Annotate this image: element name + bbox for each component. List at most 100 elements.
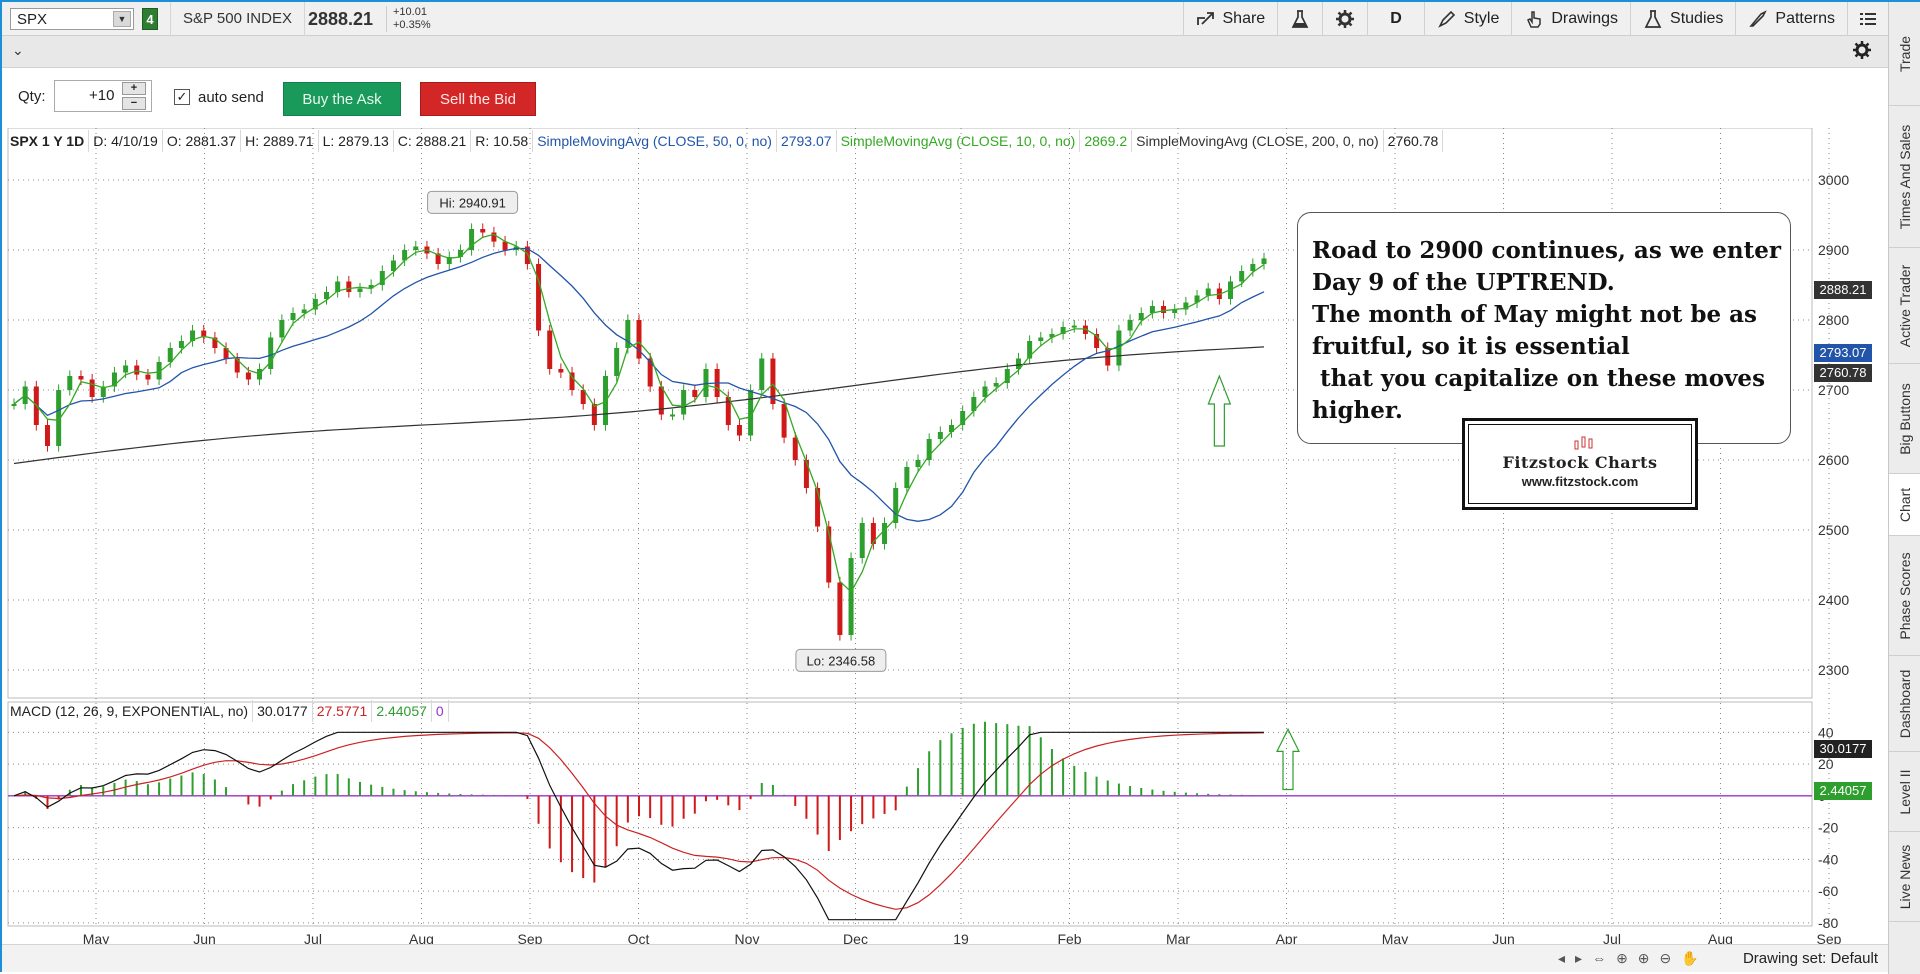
- gear-icon[interactable]: [1852, 40, 1874, 62]
- price-tick-label: 2900: [1818, 242, 1849, 258]
- candle-body: [536, 264, 542, 331]
- flask-button[interactable]: [1277, 2, 1322, 36]
- candle-body: [1027, 341, 1033, 359]
- candle-body: [89, 379, 95, 397]
- candle-body: [681, 390, 687, 415]
- drawing-set-label[interactable]: Drawing set: Default: [1742, 950, 1878, 967]
- sma200-label[interactable]: SimpleMovingAvg (CLOSE, 200, 0, no): [1132, 130, 1384, 152]
- time-tick-label: Nov: [735, 931, 760, 944]
- candle-body: [669, 414, 675, 417]
- qty-stepper[interactable]: + −: [122, 82, 148, 110]
- commentary-line: fruitful, so it is essential: [1312, 333, 1630, 360]
- tab-active-trader[interactable]: Active Trader: [1889, 248, 1920, 364]
- candle-body: [759, 358, 765, 390]
- side-tab-strip: Trade Times And Sales Active Trader Big …: [1888, 2, 1920, 974]
- sma10-value: 2869.2: [1080, 130, 1133, 152]
- pan-hand-icon[interactable]: ✋: [1681, 950, 1699, 966]
- zoom-out-icon[interactable]: ⊖: [1659, 950, 1672, 966]
- time-tick-label: Jul: [1603, 931, 1621, 944]
- high-callout-box: [427, 190, 519, 214]
- sma50-line: [13, 247, 1265, 522]
- studies-button[interactable]: Studies: [1630, 2, 1735, 36]
- candle-body: [1261, 258, 1267, 264]
- auto-send-checkbox[interactable]: ✓: [174, 89, 190, 105]
- candle-body: [123, 365, 129, 373]
- candle-body: [502, 241, 508, 250]
- symbol-description: S&P 500 INDEX: [170, 2, 305, 36]
- tab-dashboard[interactable]: Dashboard: [1889, 656, 1920, 752]
- scroll-right-icon[interactable]: ▸: [1575, 950, 1583, 966]
- candle-body: [1015, 358, 1021, 369]
- style-button[interactable]: Style: [1423, 2, 1512, 36]
- time-tick-label: May: [83, 931, 109, 944]
- diff-price-tag: 2.44057: [1814, 782, 1872, 800]
- fitzstock-logo: Fitzstock Charts www.fitzstock.com: [1462, 418, 1698, 510]
- tab-live-news[interactable]: Live News: [1889, 832, 1920, 922]
- tab-label: Trade: [1897, 35, 1913, 72]
- candle-body: [78, 376, 84, 380]
- tab-times-and-sales[interactable]: Times And Sales: [1889, 106, 1920, 248]
- sma10-label[interactable]: SimpleMovingAvg (CLOSE, 10, 0, no): [837, 130, 1081, 152]
- candle-body: [937, 432, 943, 439]
- logo-url: www.fitzstock.com: [1521, 474, 1639, 489]
- tab-big-buttons[interactable]: Big Buttons: [1889, 364, 1920, 474]
- expand-horizontal-icon[interactable]: ⇔: [1592, 950, 1607, 966]
- auto-send-label: auto send: [198, 89, 264, 106]
- tab-level-ii[interactable]: Level II: [1889, 752, 1920, 832]
- scroll-left-icon[interactable]: ◂: [1558, 950, 1566, 966]
- tab-phase-scores[interactable]: Phase Scores: [1889, 536, 1920, 656]
- crosshair-icon[interactable]: ⊕: [1616, 950, 1628, 966]
- settings-button[interactable]: [1322, 2, 1367, 36]
- chart-bottom-bar: ◂ ▸ ⇔ ⊕ ⊕ ⊖ ✋ Drawing set: Default: [2, 944, 1888, 972]
- commentary-line: that you capitalize on these moves: [1312, 365, 1766, 392]
- candle-body: [402, 250, 408, 261]
- time-tick-label: 19: [953, 931, 969, 944]
- candle-body: [1038, 337, 1044, 341]
- symbol-value: SPX: [17, 11, 48, 28]
- time-tick-label: Feb: [1057, 931, 1081, 944]
- qty-decrease-button[interactable]: −: [122, 97, 146, 110]
- share-label: Share: [1222, 10, 1266, 27]
- macd-tick-label: 20: [1818, 756, 1834, 772]
- symbol-dropdown-icon[interactable]: ▼: [113, 11, 131, 27]
- bar-low: L: 2879.13: [319, 130, 394, 152]
- time-tick-label: May: [1382, 931, 1408, 944]
- qty-increase-button[interactable]: +: [122, 82, 146, 95]
- sma50-label[interactable]: SimpleMovingAvg (CLOSE, 50, 0, no): [533, 130, 777, 152]
- patterns-button[interactable]: Patterns: [1735, 2, 1847, 36]
- buy-ask-button[interactable]: Buy the Ask: [283, 82, 401, 116]
- macd-label[interactable]: MACD (12, 26, 9, EXPONENTIAL, no): [6, 700, 254, 722]
- tab-trade[interactable]: Trade: [1889, 2, 1920, 106]
- symbol-input[interactable]: SPX ▼: [10, 8, 134, 30]
- patterns-label: Patterns: [1775, 10, 1835, 27]
- candle-body: [469, 229, 475, 250]
- link-group-badge[interactable]: 4: [142, 8, 158, 30]
- time-tick-label: Aug: [1708, 931, 1733, 944]
- time-tick-label: Sep: [518, 931, 543, 944]
- bar-range: R: 10.58: [471, 130, 534, 152]
- drawings-label: Drawings: [1551, 10, 1619, 27]
- zoom-in-icon[interactable]: ⊕: [1637, 950, 1650, 966]
- macd-diff-value: 2.44057: [372, 700, 432, 722]
- tab-chart[interactable]: Chart: [1889, 474, 1920, 536]
- macd-tick-label: 40: [1818, 724, 1834, 740]
- candle-body: [781, 404, 787, 438]
- candle-body: [815, 488, 821, 527]
- share-button[interactable]: Share: [1182, 2, 1278, 36]
- bar-open: O: 2881.37: [163, 130, 242, 152]
- time-tick-label: Jul: [304, 931, 322, 944]
- net-change: +10.01: [393, 6, 427, 18]
- chart-nav-icons: ◂ ▸ ⇔ ⊕ ⊕ ⊖ ✋: [1558, 950, 1699, 967]
- last-price-tag: 2888.21: [1814, 281, 1872, 299]
- candle-body: [915, 460, 921, 467]
- drawings-button[interactable]: Drawings: [1511, 2, 1630, 36]
- price-tick-label: 2300: [1818, 662, 1849, 678]
- chevron-down-icon[interactable]: ⌄: [12, 42, 24, 58]
- candle-body: [569, 372, 575, 390]
- macd-tick-label: -20: [1818, 820, 1838, 836]
- sell-bid-button[interactable]: Sell the Bid: [420, 82, 536, 116]
- timeframe-button[interactable]: D: [1367, 2, 1424, 36]
- tab-label: Level II: [1897, 768, 1913, 815]
- menu-button[interactable]: [1847, 2, 1888, 36]
